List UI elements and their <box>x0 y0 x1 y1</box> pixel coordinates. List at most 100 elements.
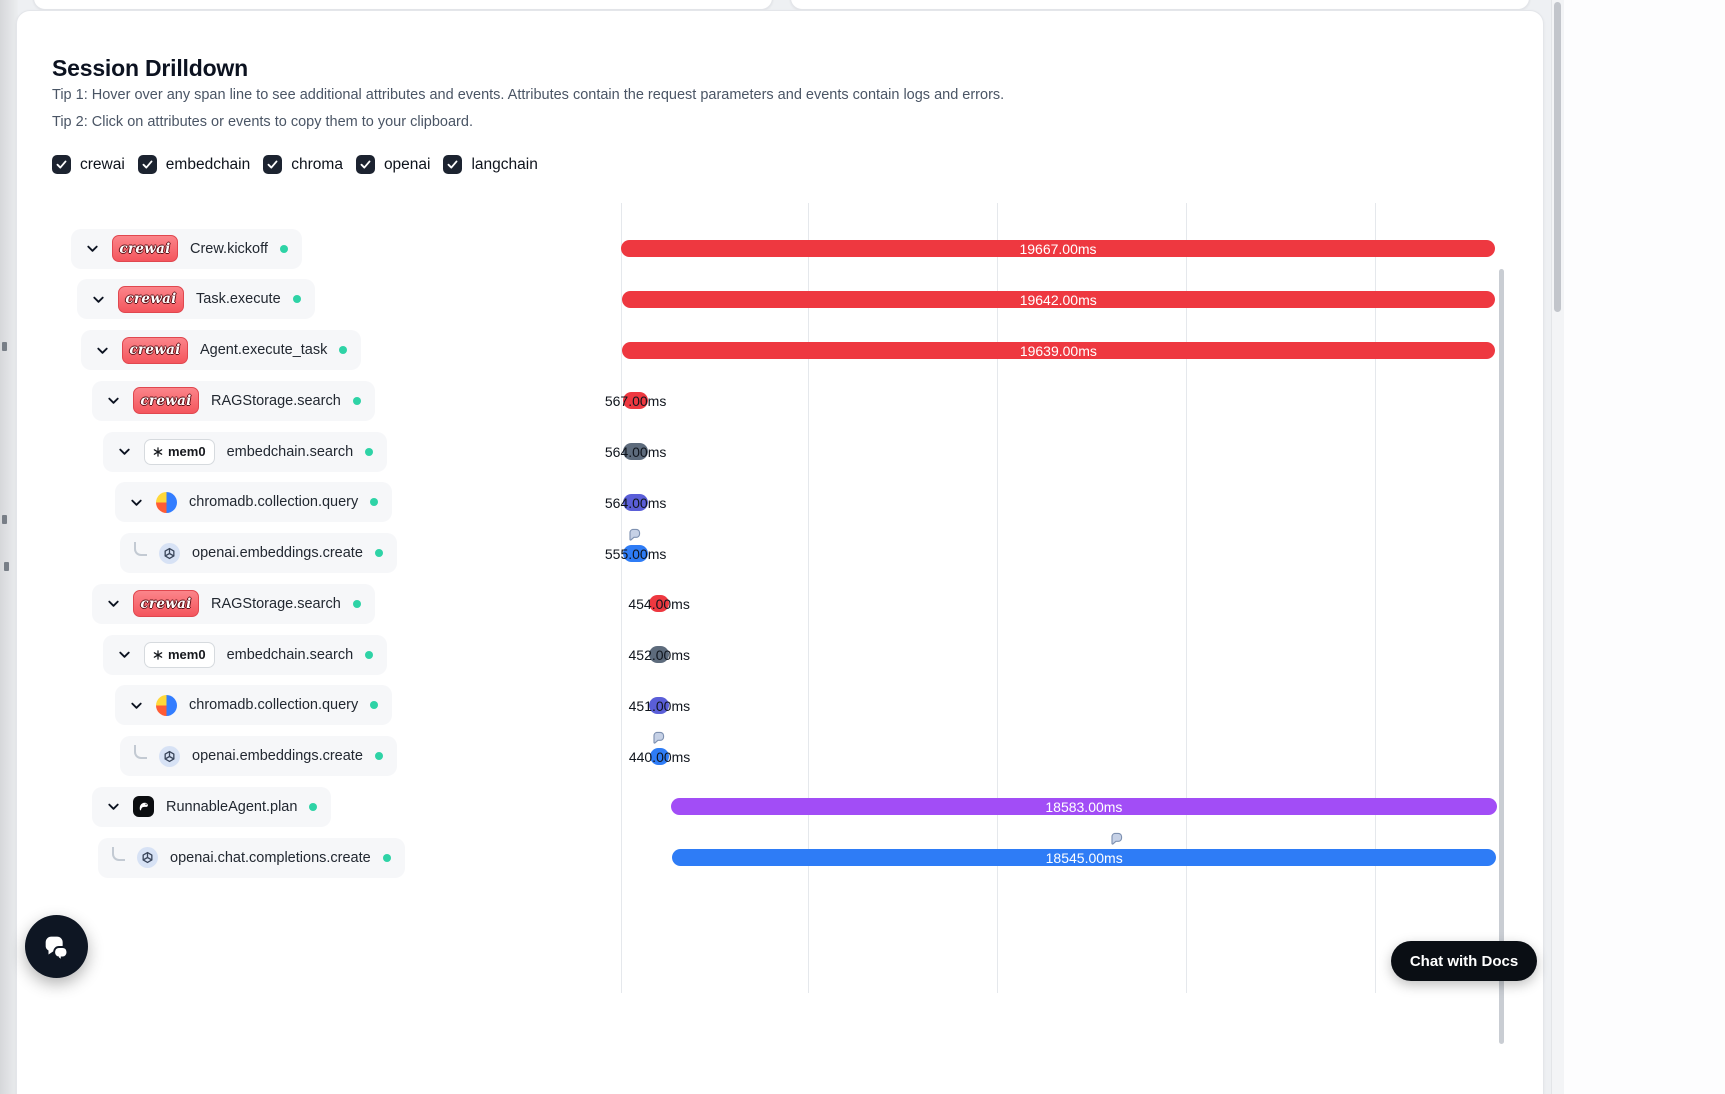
span-pill[interactable]: chromadb.collection.query <box>115 482 393 523</box>
span-duration-bar[interactable] <box>648 595 670 613</box>
tip-1: Tip 1: Hover over any span line to see a… <box>52 87 1005 103</box>
span-duration-bar[interactable] <box>623 544 648 562</box>
filter-embedchain[interactable]: embedchain <box>137 155 250 174</box>
crewai-logo: crewai <box>112 235 178 262</box>
gridline <box>997 203 998 993</box>
openai-logo <box>137 847 158 868</box>
span-pill[interactable]: crewai Crew.kickoff <box>71 228 302 269</box>
event-bubble-icon[interactable] <box>627 527 642 542</box>
chevron-down-icon[interactable] <box>129 495 144 510</box>
span-duration-label: 451.00ms <box>628 697 691 714</box>
window-scrollbar-track <box>1551 0 1564 1094</box>
crewai-logo: crewai <box>118 285 184 313</box>
span-row: crewai Crew.kickoff 19667.00ms <box>17 223 1543 274</box>
span-row: openai.embeddings.create 440.00ms <box>17 731 1543 782</box>
span-duration-bar[interactable] <box>672 849 1497 866</box>
span-duration-label: 19642.00ms <box>1019 291 1097 308</box>
span-duration-label: 454.00ms <box>628 596 690 613</box>
checkbox-checked-icon[interactable] <box>263 155 283 174</box>
span-duration-label: 567.00ms <box>604 393 667 410</box>
span-rows: crewai Crew.kickoff 19667.00ms crewai Task.e… <box>17 11 1543 1094</box>
checkbox-checked-icon[interactable] <box>137 155 157 174</box>
gridline <box>621 203 622 993</box>
provider-filters: crewai embedchain chroma openai langchain <box>52 155 538 174</box>
chevron-down-icon[interactable] <box>91 292 106 307</box>
chat-widget-button[interactable] <box>25 915 88 978</box>
checkbox-checked-icon[interactable] <box>355 155 375 174</box>
chevron-down-icon[interactable] <box>117 444 132 459</box>
span-duration-label: 564.00ms <box>604 444 667 460</box>
edge-artifact <box>4 562 9 571</box>
chevron-down-icon[interactable] <box>85 241 100 256</box>
span-duration-bar[interactable] <box>649 696 670 714</box>
checkbox-checked-icon[interactable] <box>52 155 71 174</box>
span-row: chromadb.collection.query 451.00ms <box>17 680 1543 731</box>
span-duration-bar[interactable] <box>623 443 649 460</box>
span-duration-label: 18583.00ms <box>1045 799 1123 816</box>
status-dot <box>374 549 383 557</box>
span-pill[interactable]: RunnableAgent.plan <box>92 786 332 827</box>
span-pill[interactable]: openai.embeddings.create <box>120 736 397 776</box>
span-row: crewai Agent.execute_task 19639.00ms <box>17 325 1543 376</box>
event-bubble-icon[interactable] <box>651 730 666 745</box>
status-dot <box>339 346 348 354</box>
span-row: crewai RAGStorage.search 454.00ms <box>17 578 1543 629</box>
span-duration-bar[interactable] <box>621 240 1495 257</box>
gridline <box>1375 203 1376 993</box>
span-pill[interactable]: openai.chat.completions.create <box>98 837 405 878</box>
filter-openai[interactable]: openai <box>355 155 430 174</box>
span-duration-bar[interactable] <box>621 341 1495 359</box>
span-duration-bar[interactable] <box>623 493 649 511</box>
span-pill[interactable]: chromadb.collection.query <box>115 685 393 726</box>
crewai-logo: crewai <box>122 336 188 364</box>
filter-langchain[interactable]: langchain <box>443 155 538 174</box>
span-duration-bar[interactable] <box>649 747 670 765</box>
inner-scrollbar-thumb[interactable] <box>1499 269 1504 1044</box>
chevron-down-icon[interactable] <box>117 647 132 662</box>
window-scrollbar-thumb[interactable] <box>1554 2 1561 312</box>
chevron-down-icon[interactable] <box>106 799 121 814</box>
filter-crewai[interactable]: crewai <box>52 155 125 174</box>
mem0-logo: mem0 <box>144 641 215 668</box>
span-name: RAGStorage.search <box>211 595 341 612</box>
check-icon <box>56 160 67 169</box>
span-row: mem0 embedchain.search 564.00ms <box>17 426 1543 477</box>
page-title: Session Drilldown <box>52 55 248 81</box>
span-duration-bar[interactable] <box>670 798 1497 816</box>
span-pill[interactable]: crewai Agent.execute_task <box>81 330 362 370</box>
span-name: Task.execute <box>196 291 281 308</box>
span-duration-label: 555.00ms <box>604 545 667 562</box>
span-pill[interactable]: openai.embeddings.create <box>120 533 397 573</box>
chevron-down-icon[interactable] <box>95 343 110 358</box>
event-bubble-icon[interactable] <box>1109 831 1124 846</box>
span-row: crewai RAGStorage.search 567.00ms <box>17 375 1543 426</box>
right-gutter <box>1563 0 1725 1094</box>
checkbox-checked-icon[interactable] <box>443 155 463 174</box>
span-pill[interactable]: crewai Task.execute <box>77 279 315 320</box>
span-duration-bar[interactable] <box>621 290 1495 308</box>
span-name: embedchain.search <box>226 443 354 460</box>
filter-label: chroma <box>291 155 343 173</box>
span-duration-bar[interactable] <box>649 646 670 663</box>
status-dot <box>382 853 391 862</box>
langchain-logo <box>133 796 154 818</box>
span-pill[interactable]: mem0 embedchain.search <box>103 431 388 472</box>
mem0-icon <box>153 446 163 457</box>
span-pill[interactable]: crewai RAGStorage.search <box>92 583 375 624</box>
chroma-logo <box>156 491 177 513</box>
chevron-down-icon[interactable] <box>106 393 121 408</box>
crewai-logo: crewai <box>133 387 199 415</box>
chevron-down-icon[interactable] <box>129 698 144 713</box>
span-duration-bar[interactable] <box>622 392 649 410</box>
openai-logo <box>159 745 180 767</box>
chat-with-docs-button[interactable]: Chat with Docs <box>1391 941 1537 981</box>
span-row: chromadb.collection.query 564.00ms <box>17 477 1543 528</box>
filter-chroma[interactable]: chroma <box>263 155 343 174</box>
status-dot <box>352 599 361 608</box>
status-dot <box>352 396 361 405</box>
span-pill[interactable]: mem0 embedchain.search <box>103 634 388 675</box>
chevron-down-icon[interactable] <box>106 596 121 611</box>
span-pill[interactable]: crewai RAGStorage.search <box>92 380 375 421</box>
session-drilldown-card: Session Drilldown Tip 1: Hover over any … <box>16 10 1544 1094</box>
check-icon <box>360 160 371 169</box>
